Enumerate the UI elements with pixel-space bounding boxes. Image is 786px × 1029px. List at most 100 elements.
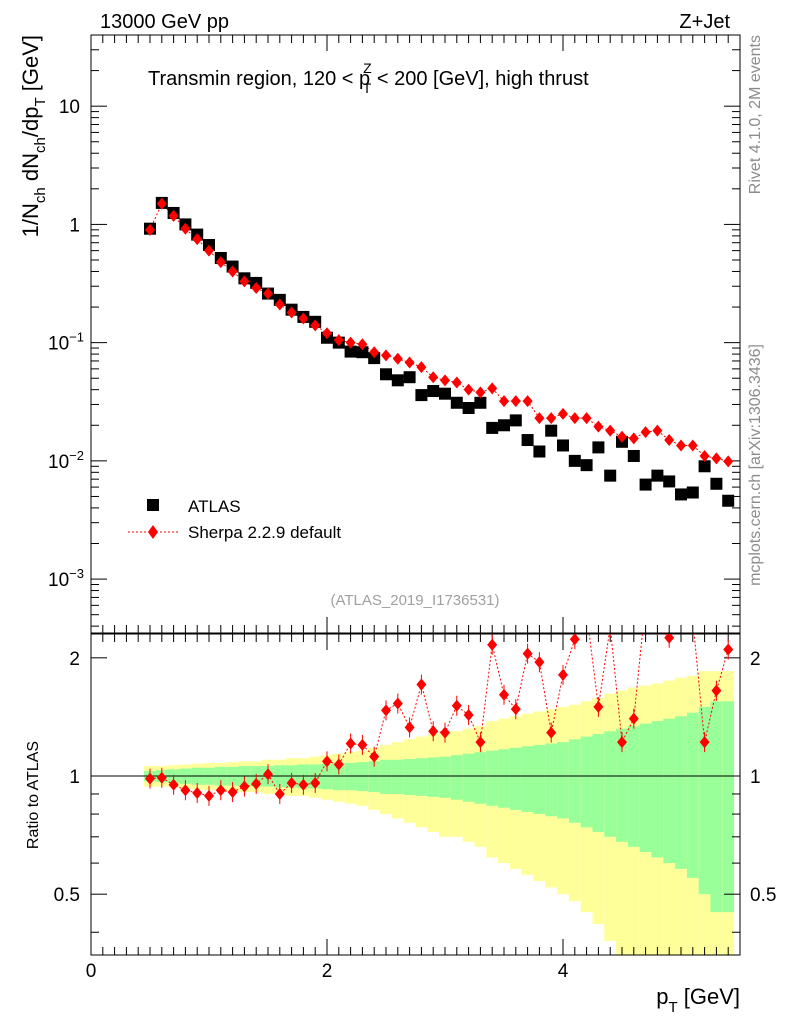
ratio-sherpa-point xyxy=(322,755,332,768)
y-tick-label-1e-2: 10−2 xyxy=(48,448,84,473)
plot-title: Transmin region, 120 < pZ T < 200 [GeV], … xyxy=(148,60,589,96)
ratio-sherpa-point xyxy=(298,778,309,791)
ratio-tick-label-left-1: 1 xyxy=(69,767,80,788)
sherpa-point xyxy=(357,338,368,351)
stat-uncertainty-band xyxy=(675,716,687,869)
stat-uncertainty-band xyxy=(722,701,735,913)
sherpa-line xyxy=(149,202,729,462)
ratio-sherpa-point xyxy=(628,712,639,725)
stat-uncertainty-band xyxy=(332,762,345,791)
ratio-sherpa-point xyxy=(440,726,450,739)
stat-uncertainty-band xyxy=(568,739,581,823)
ratio-sherpa-point xyxy=(381,704,391,717)
sherpa-point xyxy=(558,407,568,420)
ratio-tick-label-right-1: 1 xyxy=(750,767,761,788)
atlas-point xyxy=(627,449,640,462)
stat-uncertainty-band xyxy=(616,728,628,842)
x-tick-label-0: 0 xyxy=(86,961,97,982)
stat-uncertainty-band xyxy=(533,744,546,815)
stat-uncertainty-band xyxy=(368,761,381,793)
sherpa-point xyxy=(251,281,262,294)
atlas-point xyxy=(498,419,510,432)
atlas-point xyxy=(391,374,404,387)
ratio-bands xyxy=(91,671,740,955)
ratio-sherpa-point xyxy=(582,607,592,619)
sherpa-point xyxy=(381,349,391,362)
sherpa-point xyxy=(617,430,627,443)
ratio-tick-label-left-0.5: 0.5 xyxy=(54,885,80,906)
stat-uncertainty-band xyxy=(545,743,558,817)
atlas-point xyxy=(533,445,546,458)
atlas-point xyxy=(450,396,463,409)
stat-uncertainty-band xyxy=(639,723,652,853)
stat-uncertainty-band xyxy=(557,742,569,819)
atlas-point xyxy=(604,469,617,482)
stat-uncertainty-band xyxy=(380,759,392,794)
ratio-sherpa-line xyxy=(149,634,729,797)
ratio-sherpa-point xyxy=(617,736,627,749)
sherpa-point xyxy=(605,424,616,437)
legend: ATLAS Sherpa 2.2.9 default xyxy=(128,497,341,542)
sherpa-point xyxy=(145,223,155,236)
stat-uncertainty-band xyxy=(498,749,510,808)
sherpa-point xyxy=(215,256,226,269)
x-tick-labels: 0 2 4 xyxy=(86,961,569,982)
ratio-tick-labels: 0.5 1 2 0.5 1 2 xyxy=(54,649,777,906)
ratio-sherpa-point xyxy=(699,736,710,749)
stat-uncertainty-band xyxy=(427,757,440,797)
ratio-sherpa-point xyxy=(546,726,557,739)
ratio-sherpa-point xyxy=(310,776,321,789)
ratio-sherpa-point xyxy=(534,656,545,669)
y-tick-label-10: 10 xyxy=(59,97,80,118)
sherpa-point xyxy=(652,424,663,437)
header-left: 13000 GeV pp xyxy=(100,11,229,33)
ratio-sherpa-point xyxy=(487,638,498,651)
atlas-point xyxy=(557,439,569,452)
sherpa-point xyxy=(227,265,238,278)
legend-sherpa-label: Sherpa 2.2.9 default xyxy=(188,523,341,542)
atlas-point xyxy=(380,368,392,381)
ratio-sherpa-point xyxy=(428,725,439,738)
atlas-point xyxy=(639,478,652,491)
y-axis-title: 1/Nch dNch/dpT [GeV] xyxy=(18,35,49,237)
atlas-point xyxy=(486,421,499,434)
ratio-sherpa-point xyxy=(239,780,250,793)
ratio-sherpa-point xyxy=(558,668,568,681)
legend-atlas-marker xyxy=(147,499,159,511)
ratio-sherpa-point xyxy=(145,772,155,785)
sherpa-point xyxy=(534,412,545,425)
sherpa-point xyxy=(298,312,309,325)
sherpa-point xyxy=(628,432,639,445)
sherpa-point xyxy=(345,336,356,349)
sherpa-point xyxy=(676,439,686,452)
y-tick-label-1e-3: 10−3 xyxy=(48,566,84,591)
ratio-sherpa-point xyxy=(204,789,214,802)
atlas-point xyxy=(403,371,416,384)
atlas-point xyxy=(698,460,711,473)
atlas-point xyxy=(580,459,593,472)
ratio-sherpa-point xyxy=(180,784,191,797)
main-y-tick-labels: 10−3 10−2 10−1 1 10 xyxy=(48,97,84,591)
stat-uncertainty-band xyxy=(627,726,640,847)
ratio-sherpa-point xyxy=(156,771,167,784)
atlas-point xyxy=(592,441,605,454)
stat-uncertainty-band xyxy=(486,750,499,806)
stat-uncertainty-band xyxy=(592,733,605,833)
ratio-sherpa-point xyxy=(711,684,722,697)
ratio-sherpa-point xyxy=(641,596,651,608)
sherpa-point xyxy=(569,412,580,425)
sherpa-point xyxy=(499,395,509,408)
stat-uncertainty-band xyxy=(580,736,593,828)
atlas-point xyxy=(686,486,699,499)
ratio-sherpa-point xyxy=(510,703,521,716)
ratio-axis-title: Ratio to ATLAS xyxy=(25,741,42,849)
ratio-sherpa-point xyxy=(676,610,686,622)
ratio-sherpa-point xyxy=(168,778,179,791)
ratio-sherpa-point xyxy=(215,784,226,797)
sherpa-point xyxy=(322,327,332,340)
legend-atlas-label: ATLAS xyxy=(188,497,241,516)
ratio-sherpa-point xyxy=(357,738,368,751)
ratio-sherpa-point xyxy=(688,614,698,626)
sherpa-point xyxy=(711,452,722,465)
